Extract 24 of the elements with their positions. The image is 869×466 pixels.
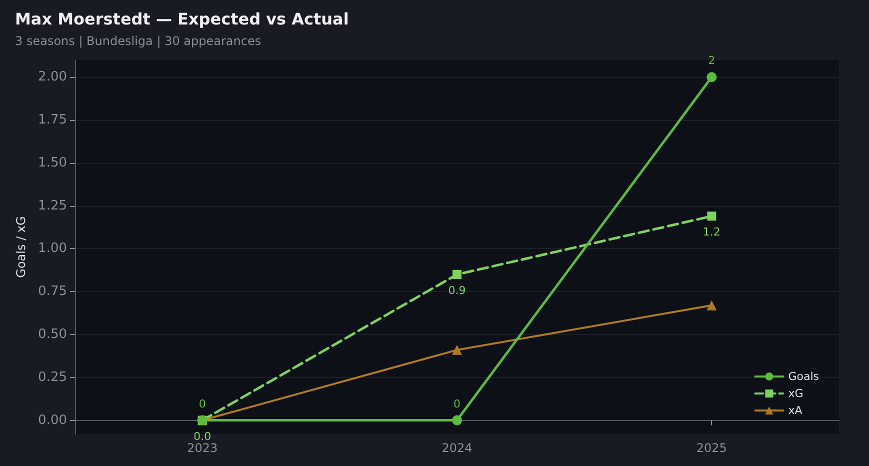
x-tick-label: 2025 — [696, 441, 727, 455]
data-label: 0.9 — [448, 284, 466, 297]
chart-title: Max Moerstedt — Expected vs Actual — [15, 10, 349, 28]
data-label: 0 — [454, 397, 460, 410]
data-label: 1.2 — [702, 226, 720, 239]
y-tick-label: 0.00 — [38, 412, 67, 428]
y-tick-label: 0.50 — [38, 326, 67, 342]
y-axis-title: Goals / xG — [14, 216, 28, 278]
data-label: 0.0 — [194, 430, 212, 443]
legend-label: Goals — [788, 370, 820, 383]
legend-label: xA — [788, 404, 803, 417]
legend-label: xG — [788, 387, 804, 400]
y-tick-label: 1.50 — [38, 155, 67, 170]
y-tick-label: 0.25 — [38, 370, 67, 385]
data-label: 2 — [708, 54, 716, 68]
y-tick-label: 1.25 — [38, 198, 67, 214]
y-tick-label: 2.00 — [38, 70, 67, 85]
x-tick-label: 2024 — [442, 441, 472, 455]
data-label: 0 — [198, 397, 206, 410]
y-tick-label: 1.00 — [38, 241, 67, 256]
chart-subtitle: 3 seasons | Bundesliga | 30 appearances — [15, 34, 262, 48]
y-tick-label: 0.75 — [38, 284, 67, 300]
y-tick-label: 1.75 — [38, 112, 67, 128]
x-tick-label: 2023 — [187, 441, 218, 455]
